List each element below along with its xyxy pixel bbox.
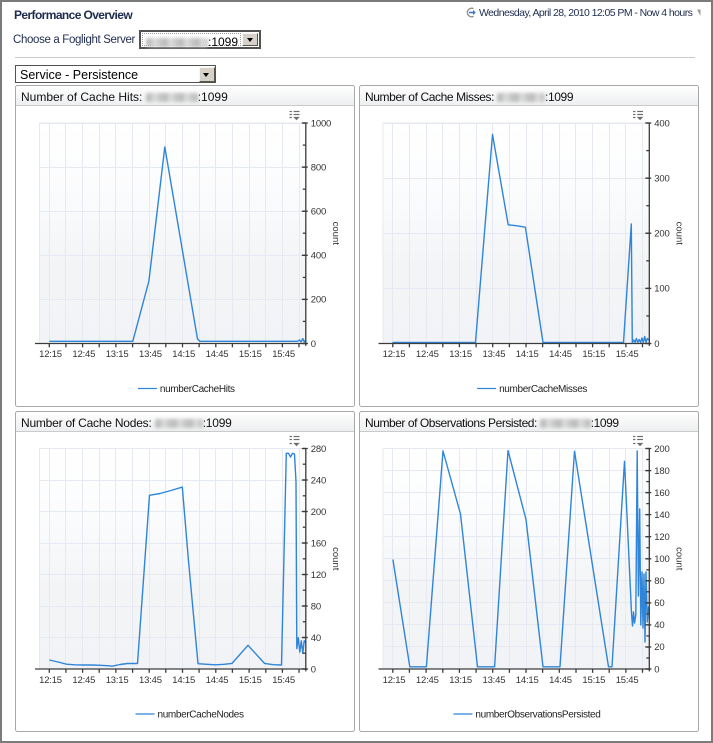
svg-text:13:45: 13:45 xyxy=(139,349,162,360)
svg-text:0: 0 xyxy=(654,664,659,675)
svg-text:15:15: 15:15 xyxy=(239,675,262,686)
svg-text:300: 300 xyxy=(654,173,669,184)
svg-text:100: 100 xyxy=(654,554,669,565)
svg-text:13:15: 13:15 xyxy=(106,349,129,360)
svg-text:15:45: 15:45 xyxy=(272,675,295,686)
svg-text:14:45: 14:45 xyxy=(206,675,229,686)
svg-text:13:45: 13:45 xyxy=(483,349,506,360)
svg-text:200: 200 xyxy=(654,229,669,240)
svg-text:15:45: 15:45 xyxy=(616,675,639,686)
svg-text:40: 40 xyxy=(311,633,321,644)
svg-text:140: 140 xyxy=(654,510,669,521)
svg-text:numberCacheMisses: numberCacheMisses xyxy=(499,384,587,395)
svg-text:12:15: 12:15 xyxy=(383,675,406,686)
svg-text:12:15: 12:15 xyxy=(39,349,62,360)
svg-text:12:15: 12:15 xyxy=(383,349,406,360)
svg-text:12:15: 12:15 xyxy=(39,675,62,686)
svg-text:200: 200 xyxy=(311,295,326,306)
svg-text:800: 800 xyxy=(311,162,326,173)
svg-text:12:45: 12:45 xyxy=(72,349,95,360)
svg-text:count: count xyxy=(673,547,684,571)
svg-text:count: count xyxy=(330,222,341,246)
svg-text:14:15: 14:15 xyxy=(516,675,539,686)
svg-text:280: 280 xyxy=(311,444,326,455)
svg-text:40: 40 xyxy=(654,620,664,631)
svg-text:160: 160 xyxy=(311,538,326,549)
svg-text:13:45: 13:45 xyxy=(483,675,506,686)
svg-text:14:45: 14:45 xyxy=(206,349,229,360)
svg-text:14:45: 14:45 xyxy=(549,349,572,360)
svg-text:14:15: 14:15 xyxy=(516,349,539,360)
svg-text:0: 0 xyxy=(311,664,316,675)
svg-text:400: 400 xyxy=(311,251,326,262)
svg-text:14:15: 14:15 xyxy=(172,675,195,686)
svg-text:20: 20 xyxy=(654,642,664,653)
svg-text:180: 180 xyxy=(654,466,669,477)
svg-text:12:45: 12:45 xyxy=(416,675,439,686)
svg-text:13:15: 13:15 xyxy=(449,675,472,686)
svg-text:240: 240 xyxy=(311,475,326,486)
svg-text:1000: 1000 xyxy=(311,118,331,129)
svg-text:60: 60 xyxy=(654,598,664,609)
svg-text:count: count xyxy=(673,222,684,246)
svg-text:12:45: 12:45 xyxy=(416,349,439,360)
svg-text:13:15: 13:15 xyxy=(106,675,129,686)
svg-text:15:45: 15:45 xyxy=(272,349,295,360)
svg-text:numberCacheNodes: numberCacheNodes xyxy=(158,710,244,721)
svg-text:600: 600 xyxy=(311,207,326,218)
svg-text:count: count xyxy=(330,547,341,571)
svg-text:200: 200 xyxy=(654,444,669,455)
svg-text:15:15: 15:15 xyxy=(239,349,262,360)
svg-text:15:15: 15:15 xyxy=(582,675,605,686)
svg-text:numberObservationsPersisted: numberObservationsPersisted xyxy=(475,710,600,721)
svg-text:15:45: 15:45 xyxy=(616,349,639,360)
svg-text:14:15: 14:15 xyxy=(172,349,195,360)
svg-text:0: 0 xyxy=(311,339,316,350)
svg-text:13:45: 13:45 xyxy=(139,675,162,686)
svg-text:400: 400 xyxy=(654,118,669,129)
svg-text:100: 100 xyxy=(654,284,669,295)
svg-text:12:45: 12:45 xyxy=(72,675,95,686)
svg-text:120: 120 xyxy=(654,532,669,543)
svg-text:15:15: 15:15 xyxy=(582,349,605,360)
svg-text:80: 80 xyxy=(311,601,321,612)
svg-text:80: 80 xyxy=(654,576,664,587)
svg-text:numberCacheHits: numberCacheHits xyxy=(160,384,235,395)
svg-text:160: 160 xyxy=(654,488,669,499)
svg-text:200: 200 xyxy=(311,507,326,518)
svg-text:120: 120 xyxy=(311,570,326,581)
svg-text:13:15: 13:15 xyxy=(449,349,472,360)
svg-text:0: 0 xyxy=(654,339,659,350)
svg-text:14:45: 14:45 xyxy=(549,675,572,686)
